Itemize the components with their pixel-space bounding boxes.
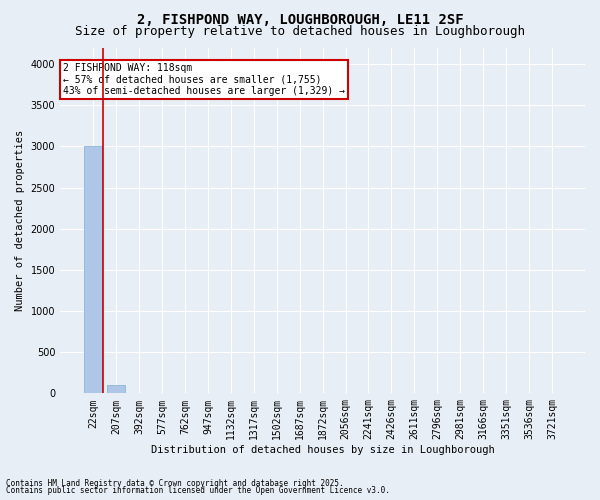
Text: 2 FISHPOND WAY: 118sqm
← 57% of detached houses are smaller (1,755)
43% of semi-: 2 FISHPOND WAY: 118sqm ← 57% of detached… xyxy=(63,63,345,96)
X-axis label: Distribution of detached houses by size in Loughborough: Distribution of detached houses by size … xyxy=(151,445,494,455)
Text: 2, FISHPOND WAY, LOUGHBOROUGH, LE11 2SF: 2, FISHPOND WAY, LOUGHBOROUGH, LE11 2SF xyxy=(137,12,463,26)
Text: Contains HM Land Registry data © Crown copyright and database right 2025.: Contains HM Land Registry data © Crown c… xyxy=(6,478,344,488)
Text: Contains public sector information licensed under the Open Government Licence v3: Contains public sector information licen… xyxy=(6,486,390,495)
Text: Size of property relative to detached houses in Loughborough: Size of property relative to detached ho… xyxy=(75,25,525,38)
Bar xyxy=(107,385,125,394)
Bar xyxy=(84,146,103,394)
Y-axis label: Number of detached properties: Number of detached properties xyxy=(15,130,25,311)
